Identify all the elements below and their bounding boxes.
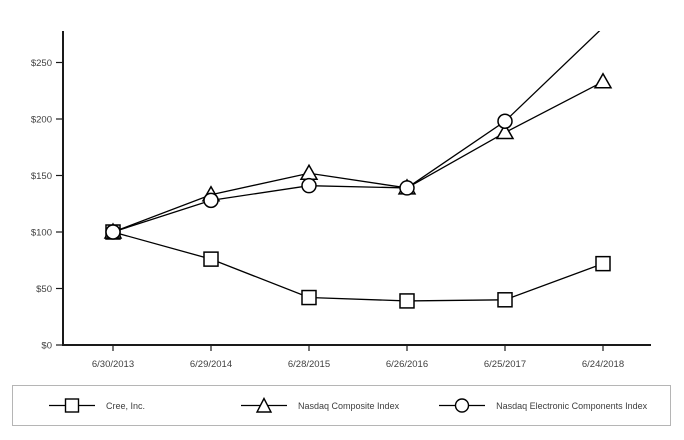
marker-triangle (593, 72, 613, 89)
legend-label-cree: Cree, Inc. (106, 400, 146, 411)
marker-square (203, 251, 219, 267)
legend-label-nasdaq-electronic: Nasdaq Electronic Components Index (496, 400, 648, 411)
marker-circle (105, 224, 121, 240)
series-line (112, 231, 604, 302)
x-tick-label: 6/25/2017 (484, 359, 526, 370)
circle-marker-icon (439, 398, 486, 413)
y-tick-label: $250 (31, 58, 52, 69)
legend-item-cree: Cree, Inc. (49, 397, 145, 414)
plot-area: $0 $50 $100 $150 $200 $250 6/30/2013 6/29/2014 6… (31, 31, 651, 370)
series-line (112, 81, 604, 233)
triangle-marker-icon (241, 397, 288, 413)
marker-square (301, 289, 317, 306)
x-tick-label: 6/26/2016 (386, 359, 428, 370)
marker-square (595, 255, 611, 272)
marker-triangle (495, 123, 515, 140)
square-marker-icon (49, 398, 95, 413)
series-square (105, 224, 611, 309)
y-tick-label: $200 (31, 115, 52, 126)
x-tick-label: 6/30/2013 (92, 359, 134, 370)
marker-circle (301, 177, 317, 194)
marker-circle (399, 180, 415, 196)
series-line (112, 31, 601, 233)
y-tick-label: $50 (36, 284, 52, 295)
marker-circle (497, 113, 513, 130)
marker-square (497, 292, 513, 308)
y-tick-label: $0 (41, 341, 52, 352)
legend-label-nasdaq-composite: Nasdaq Composite Index (298, 400, 400, 411)
series-triangle (103, 72, 613, 239)
series-circle (105, 31, 601, 240)
chart-legend: Cree, Inc. Nasdaq Composite Index Nasdaq… (12, 385, 671, 426)
legend-item-nasdaq-composite: Nasdaq Composite Index (241, 397, 399, 414)
x-tick-label: 6/29/2014 (190, 359, 232, 370)
marker-circle (203, 192, 219, 209)
x-tick-label: 6/28/2015 (288, 359, 330, 370)
marker-triangle (299, 163, 319, 180)
legend-item-nasdaq-electronic: Nasdaq Electronic Components Index (439, 397, 647, 414)
x-tick-label: 6/24/2018 (582, 359, 624, 370)
y-tick-label: $100 (31, 228, 52, 239)
y-tick-label: $150 (31, 171, 52, 182)
marker-square (399, 293, 415, 309)
